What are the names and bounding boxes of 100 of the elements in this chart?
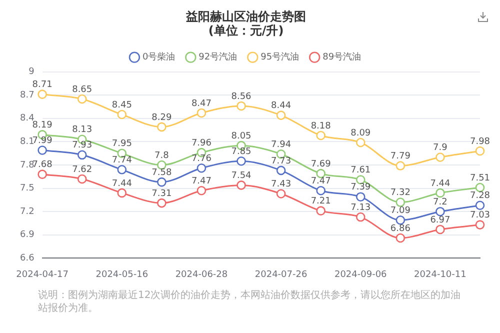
y-tick-label: 9 [28, 67, 35, 78]
point [236, 180, 246, 190]
point [436, 224, 445, 234]
data-label: 7.47 [191, 176, 212, 186]
data-label: 7.93 [72, 140, 92, 151]
point [475, 220, 485, 230]
chart-title: 益阳赫山区油价走势图 [185, 9, 306, 24]
data-label: 7.47 [310, 176, 331, 186]
point [356, 138, 366, 148]
data-label: 7.99 [32, 136, 53, 146]
data-label: 7.51 [470, 173, 490, 184]
data-label: 7.03 [470, 210, 490, 221]
point [276, 166, 286, 176]
point [475, 200, 485, 210]
point [38, 146, 47, 155]
point [316, 206, 326, 216]
data-label: 7.62 [72, 164, 92, 175]
point [77, 94, 87, 104]
y-tick-label: 7.2 [20, 206, 34, 217]
x-tick-label: 2024-10-11 [414, 270, 466, 280]
data-label: 7.68 [32, 160, 53, 170]
data-label: 8.56 [231, 92, 252, 102]
point [356, 212, 366, 222]
point [196, 163, 206, 173]
x-tick-label: 2024-09-06 [334, 270, 388, 280]
point [356, 192, 366, 202]
data-label: 8.65 [72, 84, 92, 95]
data-label: 8.19 [32, 120, 53, 131]
y-tick-label: 8.1 [20, 137, 34, 148]
data-label: 7.85 [231, 146, 252, 157]
data-label: 8.13 [72, 125, 92, 136]
point [117, 165, 127, 174]
point [276, 189, 286, 198]
point [157, 198, 166, 208]
data-label: 7.54 [231, 171, 252, 182]
point [436, 188, 445, 198]
data-label: 7.28 [470, 191, 490, 202]
y-tick-label: 7.5 [20, 184, 34, 194]
point [38, 90, 47, 99]
y-tick-label: 6.6 [20, 254, 35, 264]
data-label: 7.09 [390, 206, 411, 216]
data-label: 7.44 [430, 178, 450, 189]
data-label: 7.8 [154, 150, 170, 161]
point [396, 233, 406, 243]
x-tick-label: 2024-04-17 [16, 270, 68, 280]
data-label: 7.31 [152, 188, 172, 199]
legend-label: 0号柴油 [142, 52, 176, 63]
data-label: 7.44 [112, 178, 132, 189]
data-label: 8.05 [231, 131, 252, 142]
point [236, 101, 246, 111]
point [396, 161, 406, 170]
point [436, 206, 445, 216]
data-label: 8.71 [32, 80, 52, 90]
y-tick-label: 7.8 [20, 160, 35, 170]
legend-label: 92号汽油 [198, 52, 238, 63]
point [475, 146, 485, 156]
point [196, 186, 206, 196]
x-tick-label: 2024-05-16 [96, 270, 148, 280]
point [316, 186, 326, 196]
point [77, 150, 87, 160]
data-label: 8.45 [112, 100, 132, 110]
y-tick-label: 8.7 [20, 90, 34, 100]
data-label: 7.43 [271, 180, 292, 190]
data-label: 7.94 [271, 140, 292, 150]
data-label: 8.09 [350, 128, 371, 138]
point [38, 170, 47, 179]
x-tick-label: 2024-07-26 [254, 270, 308, 280]
data-label: 7.2 [433, 197, 448, 208]
y-tick-label: 6.9 [20, 230, 35, 240]
data-label: 7.21 [310, 196, 331, 207]
data-label: 7.13 [350, 202, 371, 213]
data-label: 6.97 [430, 215, 450, 226]
point [316, 130, 326, 140]
point [196, 108, 206, 118]
data-label: 6.86 [390, 224, 411, 234]
data-label: 7.61 [350, 166, 371, 176]
data-label: 7.76 [191, 154, 212, 164]
text: 说明：图例为湖南最近12次调价的油价走势，本网站油价数据仅供参考，请以您所在地区的加油站报价为准。 [38, 289, 462, 315]
point [117, 110, 127, 120]
data-label: 8.18 [310, 121, 332, 132]
point [236, 156, 246, 166]
point [436, 152, 445, 162]
data-label: 7.69 [310, 159, 332, 170]
point [396, 215, 406, 225]
chart-subtitle: (单位：元/升) [208, 24, 284, 38]
x-tick-label: 2024-06-28 [175, 270, 228, 280]
data-label: 7.73 [271, 156, 292, 166]
data-label: 8.47 [191, 98, 212, 109]
data-label: 8.44 [271, 101, 292, 112]
point [117, 188, 127, 198]
data-label: 7.58 [152, 168, 172, 178]
data-label: 7.39 [350, 182, 371, 193]
data-label: 8.29 [152, 112, 172, 123]
data-label: 7.74 [112, 156, 132, 166]
data-label: 7.98 [470, 136, 490, 147]
point [77, 174, 87, 184]
data-label: 7.95 [112, 139, 132, 150]
data-label: 7.32 [390, 188, 410, 198]
legend-label: 95号汽油 [260, 52, 300, 63]
data-label: 7.96 [191, 138, 212, 148]
